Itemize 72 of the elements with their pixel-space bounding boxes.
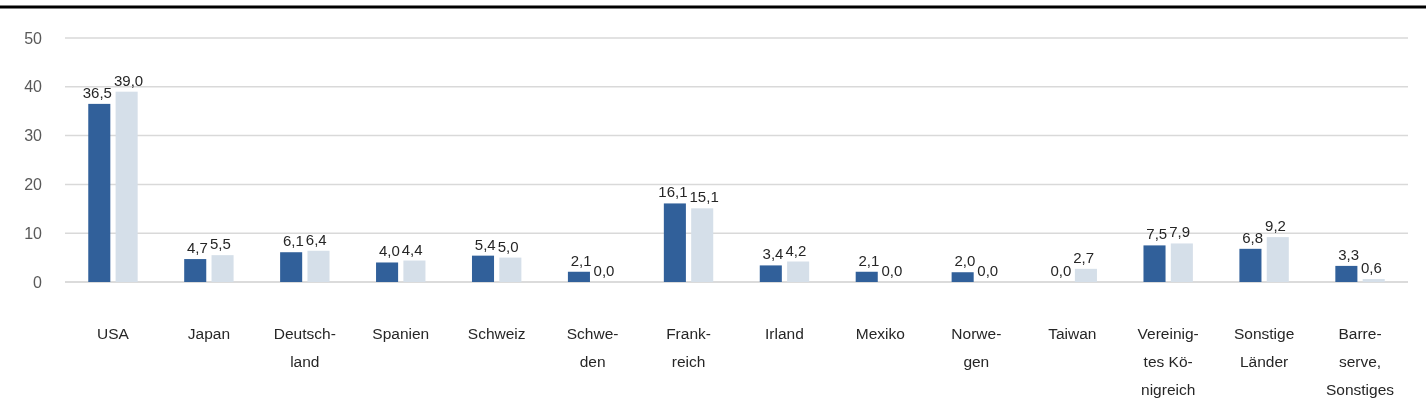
data-label: 39,0: [113, 71, 144, 89]
data-label: 4,2: [785, 241, 807, 259]
x-tick-label: Japan: [187, 325, 231, 342]
data-label: 2,1: [570, 251, 592, 269]
bar: [88, 103, 111, 282]
data-label: 6,1: [282, 232, 304, 250]
data-label: 6,8: [1242, 228, 1264, 246]
data-label: 5,4: [474, 235, 496, 253]
x-tick-label: Norwe- gen: [951, 325, 1002, 370]
bar: [1170, 243, 1193, 282]
bar: [691, 208, 714, 282]
x-tick-label: Taiwan: [1048, 325, 1097, 342]
y-tick-label: 20: [24, 176, 43, 193]
data-label: 3,4: [762, 245, 784, 263]
bar: [951, 272, 974, 282]
bar: [184, 259, 207, 282]
bar: [499, 257, 522, 282]
data-label: 4,7: [187, 239, 208, 257]
bar: [115, 91, 138, 282]
x-tick-label: Deutsch- land: [273, 325, 336, 370]
bar: [280, 252, 303, 282]
data-label: 0,0: [881, 262, 903, 279]
data-label: 4,0: [378, 242, 400, 260]
data-label: 3,3: [1338, 245, 1360, 263]
x-tick-label: Barre- serve, Sonstiges: [1326, 325, 1395, 398]
bar: [1266, 237, 1289, 282]
data-label: 9,2: [1265, 217, 1286, 235]
bar: [376, 262, 399, 282]
y-tick-label: 10: [24, 224, 43, 242]
data-label: 2,1: [858, 251, 880, 269]
y-tick-label: 40: [24, 78, 43, 96]
y-tick-label: 50: [24, 29, 43, 47]
bar: [307, 250, 330, 282]
x-tick-label: Schweiz: [467, 325, 526, 342]
data-label: 7,9: [1169, 223, 1191, 241]
bar: [1239, 248, 1262, 282]
data-label: 0,0: [1050, 262, 1072, 279]
data-label: 4,4: [401, 240, 423, 258]
y-tick-label: 30: [24, 127, 43, 145]
bar: [1074, 268, 1097, 282]
data-label: 6,4: [305, 230, 327, 248]
data-label: 7,5: [1146, 225, 1168, 243]
data-label: 0,6: [1361, 259, 1382, 277]
data-label: 5,5: [209, 235, 231, 253]
bar: [1143, 245, 1166, 282]
data-label: 15,1: [689, 188, 719, 206]
x-tick-label: Schwe- den: [566, 325, 619, 370]
x-tick-label: Frank- reich: [666, 325, 711, 370]
x-tick-label: USA: [97, 325, 130, 342]
bar: [663, 203, 686, 282]
y-tick-label: 0: [33, 273, 43, 291]
bar: [211, 255, 234, 282]
x-tick-label: Irland: [765, 325, 804, 342]
data-label: 36,5: [82, 83, 112, 101]
bar: [759, 265, 782, 282]
data-label: 0,0: [977, 262, 999, 279]
data-label: 16,1: [658, 183, 688, 201]
x-tick-label: Spanien: [372, 325, 430, 342]
bar: [787, 261, 810, 282]
data-label: 2,7: [1073, 248, 1095, 266]
bar: [1335, 265, 1358, 282]
bar: [471, 255, 495, 282]
bar: [567, 271, 590, 282]
x-tick-label: Mexiko: [855, 325, 905, 342]
data-label: 0,0: [593, 262, 615, 279]
bar: [403, 260, 426, 282]
x-tick-label: Vereinig- tes Kö- nigreich: [1137, 325, 1199, 398]
data-label: 5,0: [497, 237, 519, 255]
bar: [855, 271, 878, 282]
x-tick-label: Sonstige Länder: [1233, 325, 1295, 370]
data-label: 2,0: [954, 252, 976, 270]
bar: [1362, 279, 1385, 282]
